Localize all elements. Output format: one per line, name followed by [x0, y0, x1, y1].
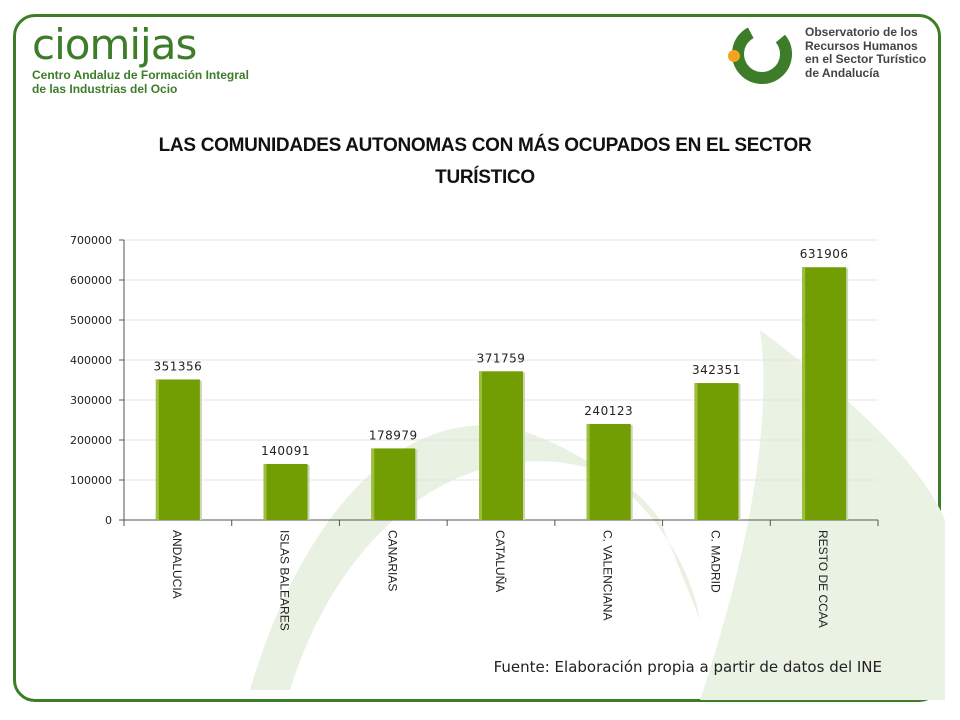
data-label: 351356 [153, 359, 202, 373]
bar-highlight [155, 379, 159, 520]
bar [586, 423, 631, 520]
data-label: 178979 [369, 428, 418, 442]
logo-subtitle-line-1: Centro Andaluz de Formación Integral [32, 68, 249, 82]
y-tick-label: 700000 [70, 234, 112, 247]
observatorio-emblem-icon [728, 24, 792, 84]
x-tick-label: C. MADRID [708, 530, 722, 593]
data-label: 371759 [477, 351, 526, 365]
x-tick-label: ANDALUCIA [170, 530, 184, 599]
bar-highlight [802, 267, 806, 520]
source-note: Fuente: Elaboración propia a partir de d… [493, 658, 882, 676]
y-tick-label: 400000 [70, 354, 112, 367]
bar [155, 379, 200, 520]
data-label: 631906 [800, 247, 849, 261]
x-tick-label: CANARIAS [385, 530, 399, 591]
bar [371, 448, 416, 520]
bar-highlight [263, 463, 267, 520]
data-label: 342351 [692, 363, 741, 377]
observatorio-name: Observatorio de los Recursos Humanos en … [805, 25, 927, 80]
logo-wordmark: ciomijas [32, 20, 197, 69]
y-tick-label: 200000 [70, 434, 112, 447]
data-label: 240123 [584, 404, 633, 418]
bar-highlight [694, 383, 698, 520]
bar-highlight [479, 371, 482, 520]
logo-subtitle-line-2: de las Industrias del Ocio [32, 82, 178, 96]
y-tick-label: 100000 [70, 474, 112, 487]
ciomijas-logo: ciomijas Centro Andaluz de Formación Int… [32, 20, 249, 97]
y-tick-label: 600000 [70, 274, 112, 287]
bar [802, 267, 847, 520]
x-tick-label: RESTO DE CCAA [816, 530, 830, 628]
bar [694, 383, 739, 520]
y-tick-label: 500000 [70, 314, 112, 327]
x-tick-label: ISLAS BALEARES [278, 530, 292, 631]
x-tick-label: C. VALENCIANA [601, 530, 615, 620]
data-label: 140091 [261, 444, 310, 458]
bar [263, 463, 308, 520]
bar [479, 371, 523, 520]
slide-frame [13, 14, 941, 702]
observatorio-logo: Observatorio de los Recursos Humanos en … [720, 18, 940, 90]
y-tick-label: 0 [105, 514, 112, 527]
x-tick-label: CATALUÑA [493, 530, 507, 592]
chart-title: LAS COMUNIDADES AUTONOMAS CON MÁS OCUPAD… [158, 135, 812, 188]
bar-highlight [586, 423, 590, 520]
bar-highlight [371, 448, 375, 520]
y-tick-label: 300000 [70, 394, 112, 407]
